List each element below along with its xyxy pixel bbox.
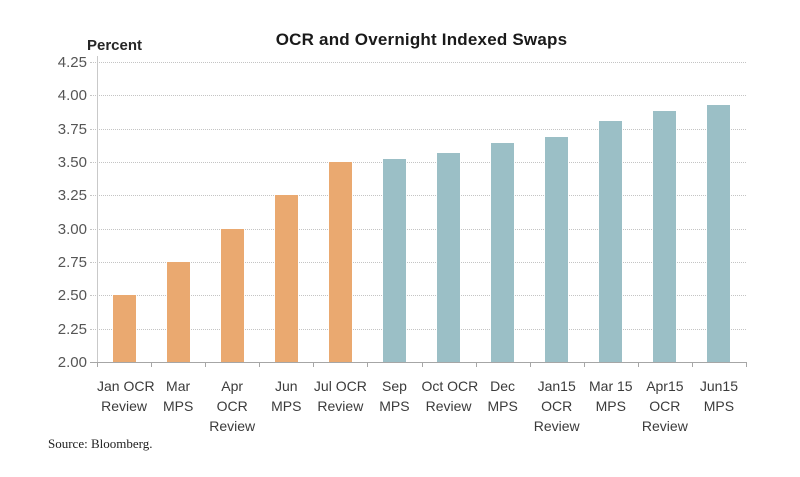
x-category-label: Apr15 OCR Review [641, 378, 688, 434]
y-tick-label: 2.75 [57, 254, 87, 271]
y-tick-label: 4.25 [57, 54, 87, 71]
bar [328, 162, 352, 362]
gridline [90, 128, 746, 130]
x-category-label: Jan15 OCR Review [533, 378, 580, 434]
x-axis-tick [475, 362, 477, 367]
bar [274, 195, 298, 362]
y-axis-line [97, 56, 98, 362]
bar [112, 295, 136, 362]
gridline [90, 228, 746, 230]
y-tick-label: 2.50 [57, 287, 87, 305]
x-axis-tick [746, 362, 747, 367]
x-axis-tick [421, 362, 423, 367]
x-axis-tick [259, 362, 261, 367]
y-tick-label: 3.50 [57, 154, 87, 171]
x-axis-tick [529, 362, 531, 367]
x-axis-tick [313, 362, 315, 367]
y-tick-label: 3.00 [57, 220, 87, 238]
x-category-label: Jun MPS [271, 378, 302, 414]
bar [437, 152, 461, 362]
y-axis-unit-label: Percent [87, 37, 143, 54]
y-tick-label: 3.25 [57, 187, 87, 205]
bar [599, 120, 623, 362]
chart-title: OCR and Overnight Indexed Swaps [275, 30, 568, 49]
bar [707, 104, 731, 362]
bar [166, 262, 190, 362]
x-category-label: Dec MPS [487, 378, 518, 414]
x-category-label: Oct OCR Review [421, 378, 479, 414]
x-category-label: Mar 15 MPS [589, 378, 633, 414]
gridline [90, 262, 746, 263]
x-axis-tick [691, 362, 693, 367]
x-axis-tick [583, 362, 585, 367]
x-axis-tick [205, 362, 207, 367]
x-axis-tick [97, 362, 98, 367]
gridline [90, 95, 746, 97]
gridline [90, 62, 746, 63]
y-tick-label: 2.25 [57, 320, 87, 338]
y-tick-label: 3.75 [57, 120, 87, 138]
x-category-label: Sep MPS [379, 378, 410, 414]
source-note: Source: Bloomberg. [48, 436, 153, 451]
x-category-label: Apr OCR Review [209, 378, 256, 434]
bar [653, 111, 677, 362]
x-category-label: Jun15 MPS [699, 378, 739, 414]
bar [491, 143, 515, 362]
gridline [90, 195, 746, 197]
x-axis-tick [637, 362, 639, 367]
x-category-label: Mar MPS [162, 378, 194, 414]
gridline [90, 162, 746, 163]
gridline [90, 328, 746, 330]
bar [220, 228, 244, 362]
x-axis-tick [367, 362, 369, 367]
x-category-label: Jan OCR Review [97, 378, 155, 414]
x-axis-tick [151, 362, 153, 367]
x-axis-line [90, 362, 746, 363]
bar [545, 136, 569, 362]
plot-area [90, 56, 747, 367]
y-tick-label: 4.00 [57, 87, 87, 105]
x-category-label: Jul OCR Review [313, 378, 367, 414]
y-tick-label: 2.00 [57, 354, 87, 371]
bar [382, 159, 406, 362]
gridline [90, 295, 746, 297]
